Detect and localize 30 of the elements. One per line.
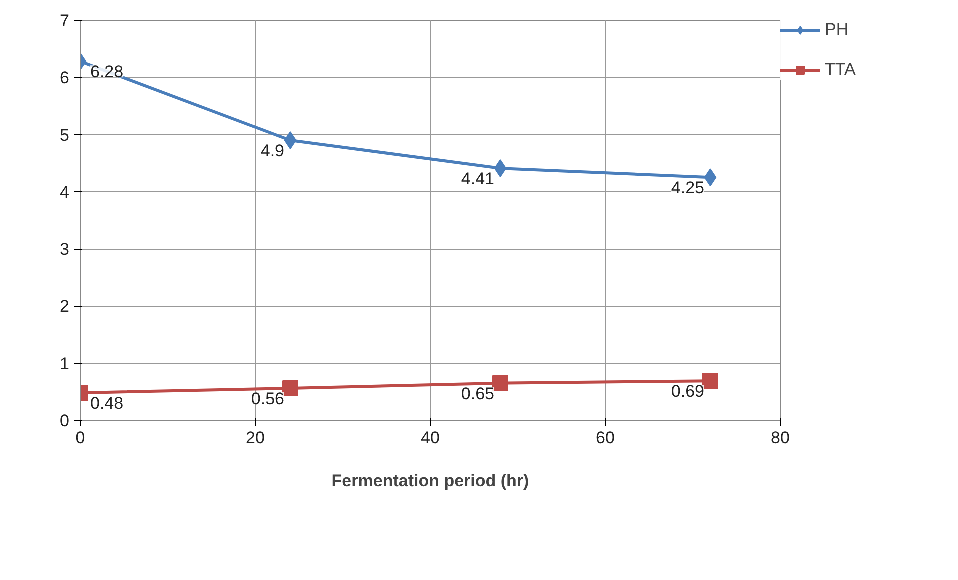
point	[704, 168, 717, 187]
legend-label: PH	[825, 20, 849, 40]
y-tick-label: 1	[60, 354, 70, 374]
data-label: 6.28	[90, 62, 124, 82]
x-tick-label: 80	[771, 428, 790, 448]
data-label: 4.9	[260, 142, 285, 160]
x-tick-label: 20	[246, 428, 265, 448]
point	[494, 160, 507, 178]
y-tick-label: 6	[60, 68, 70, 88]
data-label: 4.25	[671, 178, 705, 198]
data-label: 0.48	[90, 394, 124, 414]
y-tick-label: 2	[60, 297, 70, 316]
x-tick-label: 40	[421, 428, 440, 448]
point	[284, 132, 297, 150]
point	[282, 380, 298, 396]
y-tick-label: 3	[60, 240, 70, 260]
data-label: 0.56	[251, 390, 285, 408]
point	[492, 375, 508, 392]
data-label: 0.65	[461, 384, 495, 404]
x-tick-label: 0	[76, 428, 86, 448]
y-tick-label: 4	[60, 182, 70, 202]
y-tick-label: 0	[60, 412, 70, 430]
x-axis-title: Fermentation period (hr)	[332, 472, 530, 490]
data-label: 4.41	[461, 170, 495, 188]
x-tick-label: 60	[596, 428, 615, 448]
y-tick-label: 5	[60, 126, 70, 145]
legend-label: TTA	[825, 60, 856, 80]
data-label: 0.69	[671, 382, 705, 402]
y-tick-label: 7	[60, 12, 70, 30]
point	[702, 373, 718, 390]
